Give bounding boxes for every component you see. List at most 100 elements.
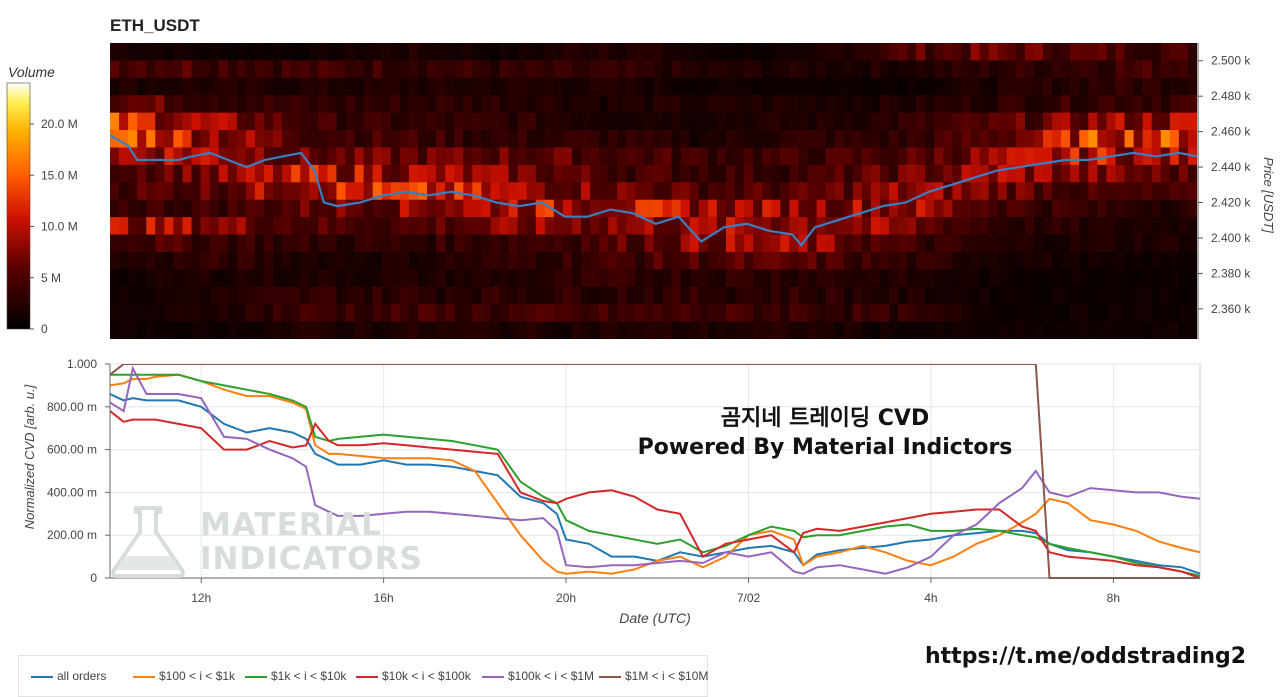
- heatmap-cell: [363, 77, 374, 96]
- heatmap-cell: [671, 182, 682, 201]
- heatmap-cell: [427, 269, 437, 288]
- heatmap-cell: [698, 199, 709, 218]
- heatmap-cell: [861, 321, 872, 339]
- heatmap-cell: [997, 321, 1008, 339]
- heatmap-cell: [372, 234, 383, 253]
- heatmap-cell: [1160, 130, 1171, 148]
- heatmap-cell: [1052, 199, 1062, 218]
- heatmap-cell: [798, 182, 809, 201]
- heatmap-cell: [300, 269, 310, 288]
- heatmap-cell: [254, 43, 265, 61]
- heatmap-cell: [988, 43, 999, 61]
- price-tick-label: 2.440 k: [1211, 160, 1251, 174]
- legend-item-all-orders[interactable]: all orders: [31, 669, 106, 683]
- heatmap-cell: [481, 269, 492, 288]
- heatmap-cell: [1169, 251, 1180, 270]
- heatmap-cell: [427, 199, 437, 218]
- heatmap-cell: [381, 182, 392, 201]
- heatmap-cell: [454, 130, 464, 148]
- heatmap-cell: [155, 164, 165, 183]
- heatmap-cell: [943, 234, 954, 253]
- heatmap-cell: [680, 321, 691, 339]
- heatmap-cell: [209, 77, 220, 96]
- heatmap-cell: [300, 164, 310, 183]
- heatmap-cell: [417, 130, 428, 148]
- heatmap-cell: [1169, 112, 1180, 131]
- legend-item-100k-1m[interactable]: $100k < i < $1M: [482, 669, 594, 683]
- heatmap-cell: [988, 147, 999, 166]
- heatmap-cell: [182, 60, 193, 79]
- heatmap-cell: [562, 164, 573, 183]
- heatmap-cell: [137, 199, 147, 218]
- heatmap-cell: [879, 130, 890, 148]
- heatmap-cell: [173, 164, 184, 183]
- heatmap-cell: [816, 164, 827, 183]
- legend-item-100-1k[interactable]: $100 < i < $1k: [133, 669, 235, 683]
- heatmap-cell: [889, 95, 899, 114]
- heatmap-cell: [1115, 77, 1126, 96]
- telegram-url[interactable]: https://t.me/oddstrading2: [925, 644, 1247, 669]
- heatmap-cell: [508, 43, 519, 61]
- heatmap-cell: [227, 164, 238, 183]
- heatmap-cell: [526, 60, 537, 79]
- heatmap-cell: [110, 182, 120, 201]
- heatmap-cell: [617, 251, 627, 270]
- heatmap-cell: [599, 112, 609, 131]
- heatmap-cell: [762, 164, 772, 183]
- heatmap-cell: [1187, 217, 1197, 235]
- heatmap-cell: [852, 112, 863, 131]
- heatmap-cell: [753, 60, 763, 79]
- heatmap-cell: [245, 112, 256, 131]
- heatmap-cell: [1106, 269, 1117, 288]
- heatmap-cell: [1124, 60, 1135, 79]
- heatmap-cell: [988, 286, 999, 305]
- heatmap-cell: [961, 304, 972, 322]
- heatmap-cell: [191, 199, 202, 218]
- heatmap-cell: [164, 182, 175, 201]
- heatmap-cell: [907, 182, 917, 201]
- heatmap-cell: [1115, 182, 1126, 201]
- heatmap-cell: [988, 95, 999, 114]
- legend-item-1k-10k[interactable]: $1k < i < $10k: [245, 669, 346, 683]
- heatmap-cell: [581, 43, 591, 61]
- heatmap-cell: [535, 95, 546, 114]
- heatmap-cell: [490, 130, 501, 148]
- heatmap-cell: [952, 182, 963, 201]
- heatmap-cell: [771, 164, 781, 183]
- heatmap-cell: [870, 95, 881, 114]
- cvd-series-line: [110, 393, 1200, 575]
- heatmap-cell: [1151, 217, 1162, 235]
- heatmap-cell: [119, 321, 129, 339]
- heatmap-cell: [345, 321, 356, 339]
- heatmap-cell: [1169, 321, 1180, 339]
- heatmap-cell: [1088, 217, 1098, 235]
- heatmap-cell: [119, 147, 129, 166]
- heatmap-cell: [1115, 147, 1126, 166]
- legend-item-10k-100k[interactable]: $10k < i < $100k: [356, 669, 471, 683]
- heatmap-cell: [1052, 251, 1062, 270]
- cvd-x-tick-label: 20h: [556, 591, 576, 605]
- heatmap-cell: [155, 182, 165, 201]
- heatmap-cell: [146, 199, 156, 218]
- heatmap-cell: [1106, 321, 1117, 339]
- heatmap-cell: [363, 147, 374, 166]
- heatmap-cell: [798, 304, 809, 322]
- heatmap-cell: [707, 130, 718, 148]
- heatmap-cell: [128, 112, 138, 131]
- heatmap-cell: [436, 182, 446, 201]
- heatmap-cell: [327, 43, 338, 61]
- heatmap-cell: [553, 269, 564, 288]
- heatmap-cell: [309, 164, 319, 183]
- heatmap-cell: [807, 251, 818, 270]
- heatmap-cell: [399, 251, 410, 270]
- legend-item-1m-10m[interactable]: $1M < i < $10M: [599, 669, 708, 683]
- heatmap-cell: [227, 147, 238, 166]
- heatmap-cell: [463, 269, 473, 288]
- heatmap-cell: [635, 251, 646, 270]
- heatmap-cell: [472, 112, 482, 131]
- heatmap-cell: [997, 269, 1008, 288]
- heatmap-cell: [291, 286, 301, 305]
- heatmap-cell: [200, 286, 211, 305]
- heatmap-cell: [263, 95, 274, 114]
- heatmap-cell: [282, 217, 292, 235]
